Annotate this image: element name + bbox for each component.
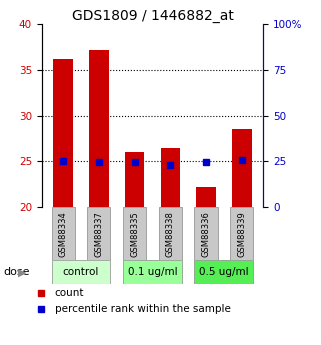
Bar	[52, 207, 75, 260]
Text: dose: dose	[3, 267, 30, 277]
Text: 0.5 ug/ml: 0.5 ug/ml	[199, 267, 249, 277]
Title: GDS1809 / 1446882_at: GDS1809 / 1446882_at	[72, 9, 233, 23]
Text: GSM88337: GSM88337	[94, 211, 103, 257]
Bar	[123, 260, 182, 284]
Text: count: count	[55, 288, 84, 298]
Text: ▶: ▶	[18, 267, 27, 277]
Text: 0.1 ug/ml: 0.1 ug/ml	[128, 267, 177, 277]
Bar	[160, 148, 180, 207]
Bar	[123, 207, 146, 260]
Bar	[195, 260, 253, 284]
Bar	[53, 59, 73, 207]
Text: control: control	[63, 267, 99, 277]
Bar	[196, 187, 216, 207]
Bar	[87, 207, 110, 260]
Text: GSM88339: GSM88339	[237, 211, 246, 257]
Bar	[195, 207, 218, 260]
Text: GSM88335: GSM88335	[130, 211, 139, 257]
Text: GSM88338: GSM88338	[166, 211, 175, 257]
Bar	[230, 207, 253, 260]
Bar	[89, 50, 109, 207]
Text: GSM88334: GSM88334	[59, 211, 68, 257]
Text: GSM88336: GSM88336	[202, 211, 211, 257]
Bar	[232, 129, 252, 207]
Text: percentile rank within the sample: percentile rank within the sample	[55, 304, 230, 314]
Bar	[159, 207, 182, 260]
Bar	[52, 260, 110, 284]
Bar	[125, 152, 144, 207]
